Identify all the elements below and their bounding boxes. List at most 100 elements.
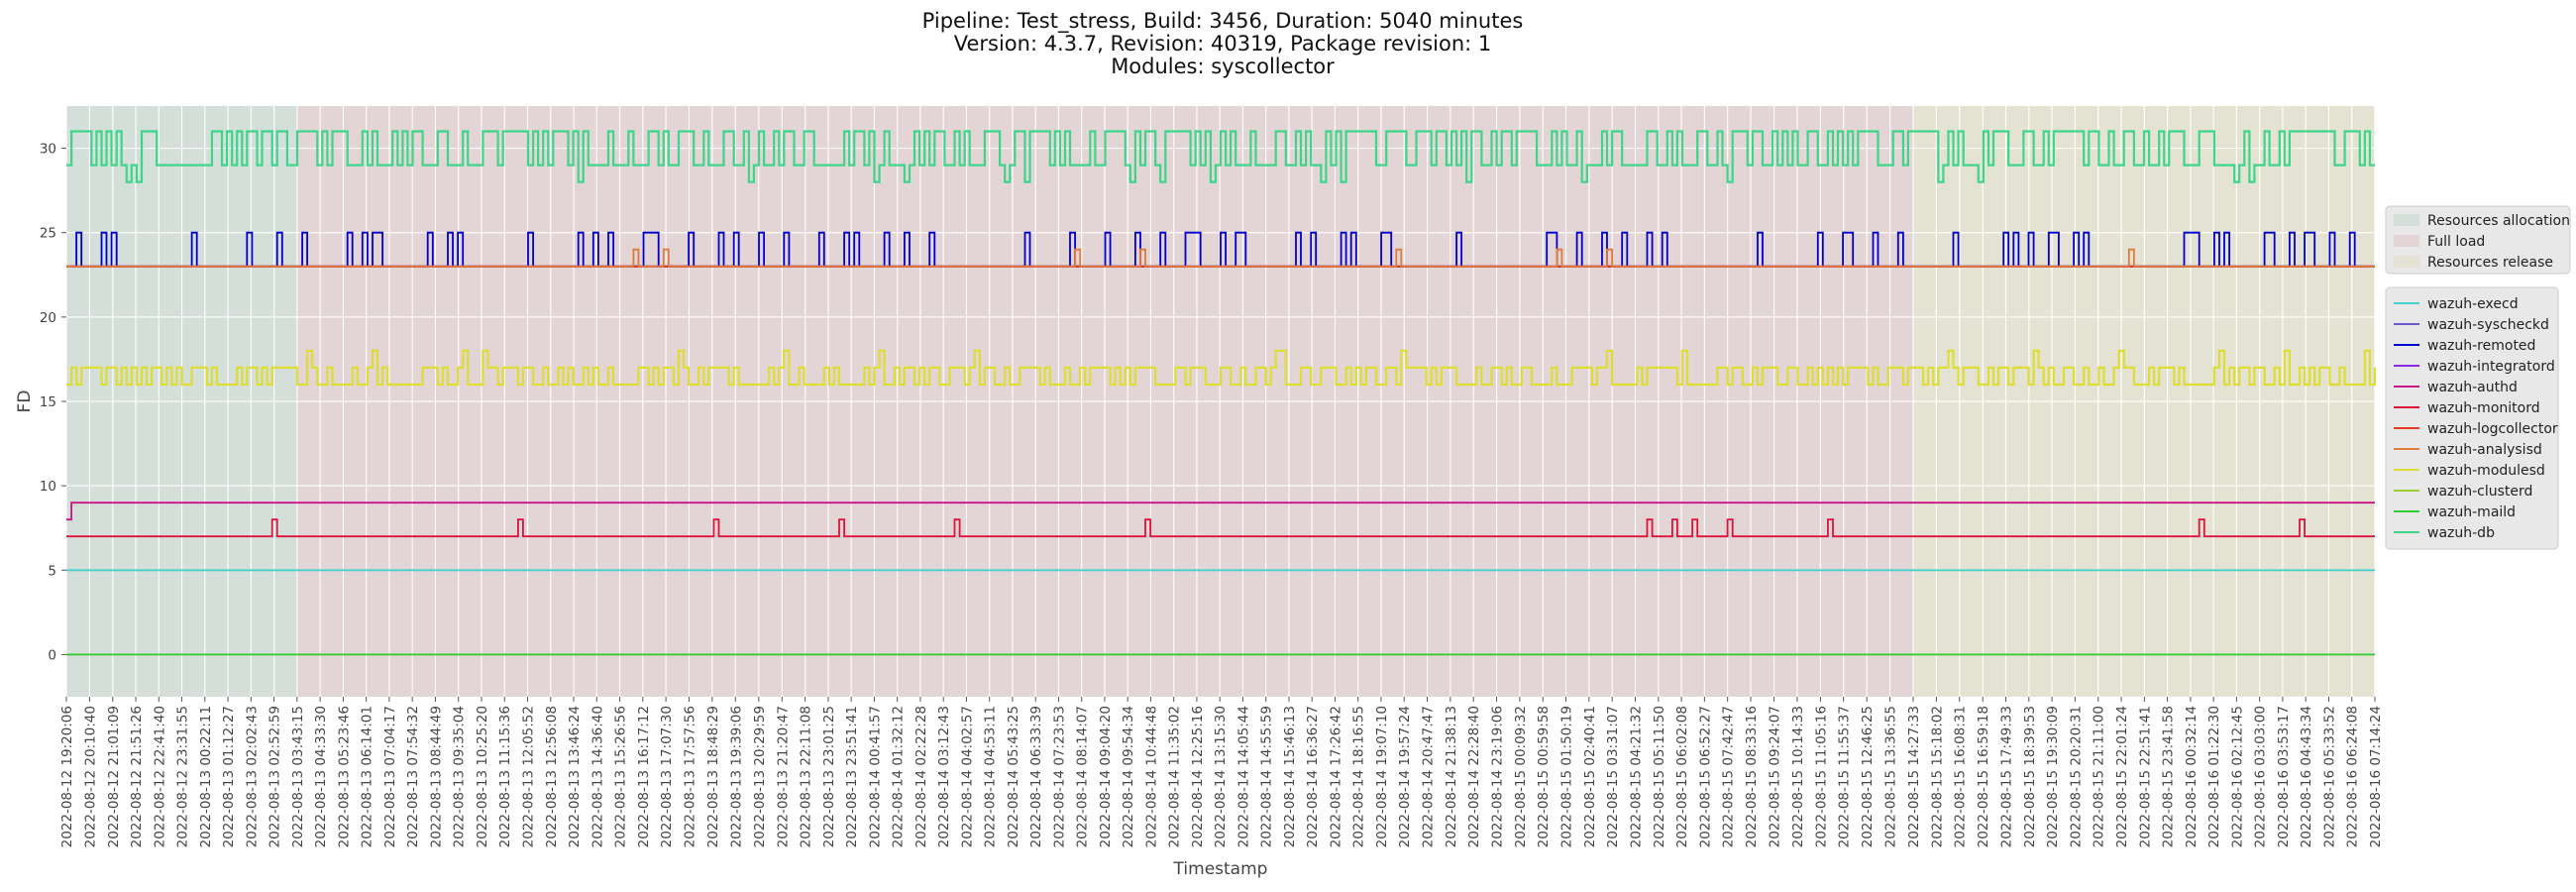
phase-legend-swatch-1 (2394, 235, 2419, 247)
x-tick-label-56: 2022-08-14 18:16:55 (1351, 706, 1367, 847)
x-tick-label-74: 2022-08-15 09:24:07 (1768, 706, 1783, 847)
x-tick-label-98: 2022-08-16 05:33:52 (2321, 706, 2337, 847)
x-tick-label-26: 2022-08-13 17:07:30 (659, 706, 675, 847)
x-tick-label-62: 2022-08-14 23:19:06 (1490, 706, 1506, 847)
series-legend-label-wazuh-authd: wazuh-authd (2427, 380, 2518, 395)
x-tick-label-72: 2022-08-15 07:42:47 (1721, 706, 1737, 847)
x-tick-label-40: 2022-08-14 04:53:11 (983, 706, 999, 847)
x-tick-label-85: 2022-08-15 18:39:53 (2022, 706, 2038, 847)
x-tick-label-94: 2022-08-16 02:12:45 (2229, 706, 2245, 847)
x-tick-label-48: 2022-08-14 11:35:02 (1167, 706, 1183, 847)
x-tick-label-25: 2022-08-13 16:17:12 (636, 706, 652, 847)
x-tick-label-55: 2022-08-14 17:26:42 (1328, 706, 1343, 847)
x-tick-label-51: 2022-08-14 14:05:44 (1235, 706, 1251, 847)
series-legend-label-wazuh-db: wazuh-db (2427, 525, 2495, 541)
x-tick-label-8: 2022-08-13 02:02:43 (244, 706, 260, 847)
x-tick-label-67: 2022-08-15 03:31:07 (1605, 706, 1621, 847)
x-tick-label-20: 2022-08-13 12:05:52 (520, 706, 536, 847)
x-tick-label-44: 2022-08-14 08:14:07 (1075, 706, 1091, 847)
x-tick-label-92: 2022-08-16 00:32:14 (2184, 706, 2200, 847)
series-layer (66, 130, 2377, 656)
x-tick-label-17: 2022-08-13 09:35:04 (452, 706, 468, 847)
x-tick-label-30: 2022-08-13 20:29:59 (752, 706, 768, 847)
series-line-wazuh-analysisd (66, 248, 2375, 268)
phase-legend-box (2385, 205, 2571, 275)
phase-legend-swatch-0 (2394, 214, 2419, 226)
x-tick-label-10: 2022-08-13 03:43:15 (290, 706, 306, 847)
x-tick-label-84: 2022-08-15 17:49:33 (1998, 706, 2014, 847)
x-tick-label-71: 2022-08-15 06:52:27 (1697, 706, 1713, 847)
x-tick-label-93: 2022-08-16 01:22:30 (2206, 706, 2222, 847)
x-tick-label-6: 2022-08-13 00:22:11 (198, 706, 214, 847)
x-tick-label-81: 2022-08-15 15:18:02 (1929, 706, 1945, 847)
x-tick-label-14: 2022-08-13 07:04:17 (382, 706, 398, 847)
x-tick-label-3: 2022-08-12 21:51:26 (129, 706, 145, 847)
x-tick-label-90: 2022-08-15 22:51:41 (2137, 706, 2153, 847)
phase-legend-swatch-2 (2394, 256, 2419, 268)
y-tick-label-5: 25 (40, 226, 56, 242)
x-tick-label-63: 2022-08-15 00:09:32 (1513, 706, 1529, 847)
x-tick-label-7: 2022-08-13 01:12:27 (221, 706, 237, 847)
series-legend-label-wazuh-execd: wazuh-execd (2427, 296, 2519, 312)
x-tick-label-86: 2022-08-15 19:30:09 (2045, 706, 2061, 847)
x-tick-label-99: 2022-08-16 06:24:08 (2345, 706, 2361, 847)
x-tick-label-89: 2022-08-15 22:01:24 (2114, 706, 2130, 847)
x-tick-label-65: 2022-08-15 01:50:19 (1559, 706, 1575, 847)
x-axis-label: Timestamp (1173, 859, 1268, 879)
x-tick-label-97: 2022-08-16 04:43:34 (2299, 706, 2314, 847)
y-tick-label-2: 10 (40, 479, 56, 495)
x-tick-label-45: 2022-08-14 09:04:20 (1098, 706, 1114, 847)
x-tick-label-1: 2022-08-12 20:10:40 (82, 706, 98, 847)
x-tick-label-77: 2022-08-15 11:55:37 (1837, 706, 1853, 847)
series-legend-label-wazuh-remoted: wazuh-remoted (2427, 338, 2535, 354)
y-tick-label-3: 15 (40, 394, 56, 410)
series-legend-label-wazuh-analysisd: wazuh-analysisd (2427, 442, 2542, 458)
x-tick-label-87: 2022-08-15 20:20:31 (2068, 706, 2084, 847)
series-line-wazuh-modulesd (66, 349, 2377, 387)
y-axis-label: FD (15, 390, 35, 413)
phase-legend-label-0: Resources allocation (2427, 213, 2570, 229)
x-tick-label-19: 2022-08-13 11:15:36 (497, 706, 513, 847)
x-tick-label-28: 2022-08-13 18:48:29 (705, 706, 721, 847)
x-tick-label-54: 2022-08-14 16:36:27 (1305, 706, 1321, 847)
series-legend-box (2385, 286, 2559, 550)
x-tick-label-27: 2022-08-13 17:57:56 (682, 706, 698, 847)
legend-layer: Resources allocation Full load Resources r… (2385, 205, 2571, 550)
x-tick-label-53: 2022-08-14 15:46:13 (1282, 706, 1298, 847)
x-tick-label-46: 2022-08-14 09:54:34 (1121, 706, 1136, 847)
series-legend-label-wazuh-clusterd: wazuh-clusterd (2427, 484, 2532, 500)
series-line-wazuh-db (66, 130, 2375, 183)
x-tick-label-34: 2022-08-13 23:51:41 (844, 706, 860, 847)
y-tick-label-0: 0 (48, 647, 56, 663)
x-tick-label-58: 2022-08-14 19:57:24 (1397, 706, 1413, 847)
x-tick-label-91: 2022-08-15 23:41:58 (2161, 706, 2177, 847)
x-tick-label-12: 2022-08-13 05:23:46 (336, 706, 352, 847)
x-tick-label-35: 2022-08-14 00:41:57 (867, 706, 883, 847)
x-tick-label-41: 2022-08-14 05:43:25 (1006, 706, 1021, 847)
x-tick-label-4: 2022-08-12 22:41:40 (152, 706, 167, 847)
x-tick-label-36: 2022-08-14 01:32:12 (891, 706, 907, 847)
x-tick-label-18: 2022-08-13 10:25:20 (475, 706, 490, 847)
x-tick-label-15: 2022-08-13 07:54:32 (405, 706, 421, 847)
x-tick-label-60: 2022-08-14 21:38:13 (1444, 706, 1459, 847)
phase-legend-label-1: Full load (2427, 234, 2485, 250)
x-tick-label-23: 2022-08-13 14:36:40 (590, 706, 605, 847)
x-tick-label-83: 2022-08-15 16:59:18 (1976, 706, 1991, 847)
x-tick-label-24: 2022-08-13 15:26:56 (613, 706, 629, 847)
series-legend-label-wazuh-modulesd: wazuh-modulesd (2427, 463, 2545, 479)
x-tick-label-73: 2022-08-15 08:33:16 (1744, 706, 1760, 847)
x-tick-label-70: 2022-08-15 06:02:08 (1674, 706, 1690, 847)
x-tick-label-11: 2022-08-13 04:33:30 (313, 706, 329, 847)
x-tick-label-37: 2022-08-14 02:22:28 (913, 706, 929, 847)
x-tick-label-57: 2022-08-14 19:07:10 (1374, 706, 1390, 847)
x-tick-label-32: 2022-08-13 22:11:08 (799, 706, 814, 847)
x-tick-label-39: 2022-08-14 04:02:57 (959, 706, 975, 847)
x-tick-label-43: 2022-08-14 07:23:53 (1051, 706, 1067, 847)
x-tick-label-96: 2022-08-16 03:53:17 (2276, 706, 2292, 847)
x-tick-label-79: 2022-08-15 13:36:55 (1883, 706, 1899, 847)
x-tick-label-52: 2022-08-14 14:55:59 (1259, 706, 1275, 847)
x-tick-label-47: 2022-08-14 10:44:48 (1143, 706, 1159, 847)
x-tick-label-29: 2022-08-13 19:39:06 (728, 706, 744, 847)
x-tick-label-95: 2022-08-16 03:03:00 (2253, 706, 2269, 847)
series-legend-label-wazuh-maild: wazuh-maild (2427, 504, 2516, 520)
